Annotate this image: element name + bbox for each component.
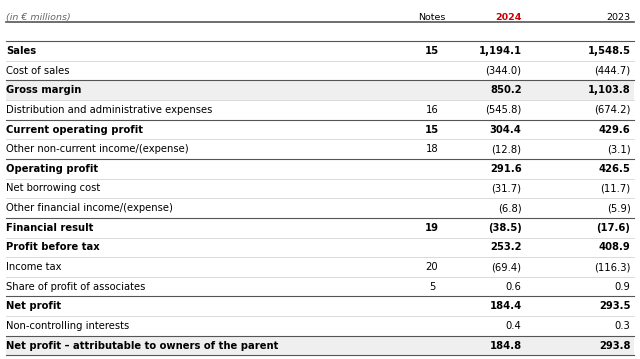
Text: (116.3): (116.3)	[594, 262, 630, 272]
Text: 426.5: 426.5	[598, 164, 630, 174]
Text: 850.2: 850.2	[490, 85, 522, 95]
Text: 184.8: 184.8	[490, 341, 522, 351]
Text: 0.3: 0.3	[614, 321, 630, 331]
Text: 293.5: 293.5	[599, 301, 630, 311]
Text: Notes: Notes	[419, 13, 445, 22]
Text: (3.1): (3.1)	[607, 144, 630, 154]
Text: 0.6: 0.6	[506, 282, 522, 292]
Text: 20: 20	[426, 262, 438, 272]
Text: Financial result: Financial result	[6, 223, 94, 233]
Text: Net profit – attributable to owners of the parent: Net profit – attributable to owners of t…	[6, 341, 279, 351]
Text: (38.5): (38.5)	[488, 223, 522, 233]
Bar	[6, 336, 634, 355]
Text: (in € millions): (in € millions)	[6, 13, 71, 22]
Text: 2024: 2024	[495, 13, 522, 22]
Text: Net profit: Net profit	[6, 301, 61, 311]
Text: 0.4: 0.4	[506, 321, 522, 331]
Text: 1,194.1: 1,194.1	[479, 46, 522, 56]
Text: (12.8): (12.8)	[492, 144, 522, 154]
Text: 16: 16	[426, 105, 438, 115]
Text: 293.8: 293.8	[599, 341, 630, 351]
Text: 18: 18	[426, 144, 438, 154]
Text: Gross margin: Gross margin	[6, 85, 82, 95]
Text: (545.8): (545.8)	[485, 105, 522, 115]
Text: 184.4: 184.4	[490, 301, 522, 311]
Bar	[6, 80, 634, 100]
Text: Profit before tax: Profit before tax	[6, 242, 100, 252]
Text: Sales: Sales	[6, 46, 36, 56]
Text: 2023: 2023	[606, 13, 630, 22]
Text: (69.4): (69.4)	[492, 262, 522, 272]
Text: (31.7): (31.7)	[492, 183, 522, 194]
Text: (6.8): (6.8)	[498, 203, 522, 213]
Text: Operating profit: Operating profit	[6, 164, 99, 174]
Text: (11.7): (11.7)	[600, 183, 630, 194]
Text: Distribution and administrative expenses: Distribution and administrative expenses	[6, 105, 212, 115]
Text: Net borrowing cost: Net borrowing cost	[6, 183, 100, 194]
Text: 1,548.5: 1,548.5	[588, 46, 630, 56]
Text: (5.9): (5.9)	[607, 203, 630, 213]
Text: 15: 15	[425, 125, 439, 135]
Text: Other financial income/(expense): Other financial income/(expense)	[6, 203, 173, 213]
Text: 1,103.8: 1,103.8	[588, 85, 630, 95]
Text: 19: 19	[425, 223, 439, 233]
Text: (674.2): (674.2)	[594, 105, 630, 115]
Text: (17.6): (17.6)	[596, 223, 630, 233]
Text: 291.6: 291.6	[490, 164, 522, 174]
Text: 304.4: 304.4	[490, 125, 522, 135]
Text: Other non-current income/(expense): Other non-current income/(expense)	[6, 144, 189, 154]
Text: 5: 5	[429, 282, 435, 292]
Text: (444.7): (444.7)	[595, 66, 630, 76]
Text: 253.2: 253.2	[490, 242, 522, 252]
Text: (344.0): (344.0)	[486, 66, 522, 76]
Text: Current operating profit: Current operating profit	[6, 125, 143, 135]
Text: Cost of sales: Cost of sales	[6, 66, 70, 76]
Text: Share of profit of associates: Share of profit of associates	[6, 282, 146, 292]
Text: 408.9: 408.9	[598, 242, 630, 252]
Text: Income tax: Income tax	[6, 262, 62, 272]
Text: 429.6: 429.6	[598, 125, 630, 135]
Text: 15: 15	[425, 46, 439, 56]
Text: 0.9: 0.9	[614, 282, 630, 292]
Text: Non-controlling interests: Non-controlling interests	[6, 321, 130, 331]
